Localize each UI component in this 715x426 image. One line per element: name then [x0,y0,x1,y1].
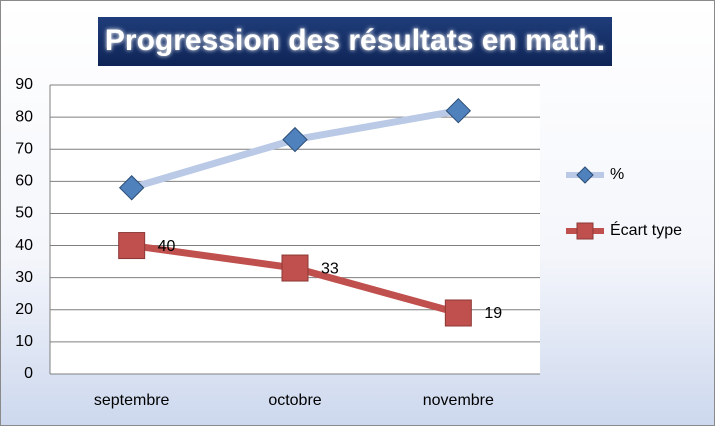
data-point [118,232,146,260]
y-tick-label: 50 [15,205,33,222]
y-tick-label: 0 [24,365,33,382]
y-tick-label: 30 [15,269,33,286]
y-tick-label: 80 [15,108,33,125]
data-point [576,222,594,240]
y-tick-label: 70 [15,140,33,157]
data-label: 19 [484,305,502,322]
x-tick-label: septembre [94,392,170,409]
x-tick-label: octobre [268,392,321,409]
data-point [576,166,594,184]
y-tick-label: 20 [15,301,33,318]
title-box [98,17,612,66]
data-point [281,254,309,282]
data-label: 33 [321,260,339,277]
x-tick-label: novembre [423,392,494,409]
legend-label: Écart type [610,220,682,239]
y-tick-label: 90 [15,76,33,93]
data-point [445,97,472,124]
y-tick-label: 60 [15,173,33,190]
data-point [444,299,472,327]
data-point [118,175,145,201]
legend-label: % [610,166,624,183]
y-tick-label: 40 [15,237,33,254]
y-tick-label: 10 [15,333,33,350]
chart-title: Progression des résultats en math. [105,24,605,57]
data-label: 40 [158,238,176,255]
data-point [282,126,308,153]
